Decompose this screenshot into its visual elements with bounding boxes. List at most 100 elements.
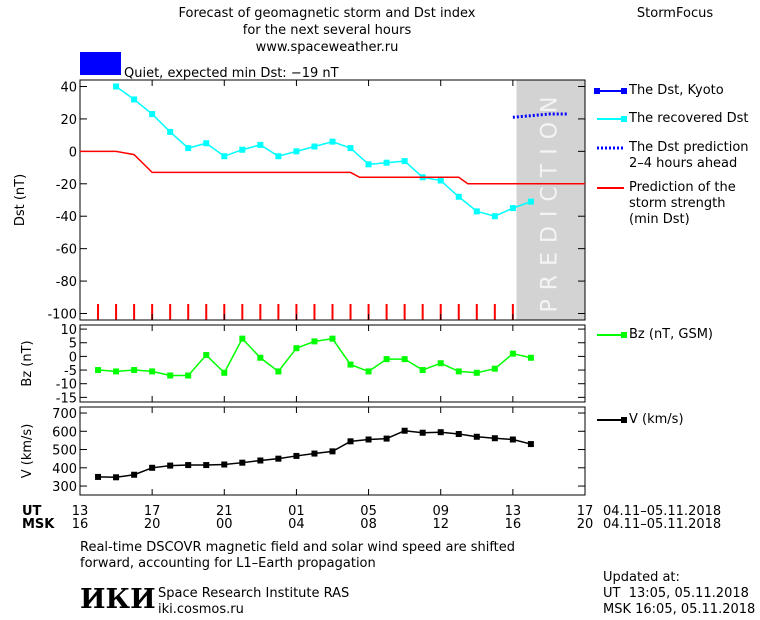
point xyxy=(437,177,444,184)
y-tick-label: -5 xyxy=(64,364,77,379)
x2-axis-label: MSK xyxy=(22,517,55,532)
point xyxy=(509,436,516,443)
prediction-label: PREDICTION xyxy=(538,88,563,313)
y-tick-label: -10 xyxy=(56,378,77,393)
x2-tick-label: 16 xyxy=(72,517,89,532)
point xyxy=(167,462,174,469)
point xyxy=(257,354,264,361)
point xyxy=(383,435,390,442)
y-tick-label: -80 xyxy=(56,275,77,290)
point xyxy=(167,128,174,135)
point xyxy=(203,352,210,359)
legend-label: Bz (nT, GSM) xyxy=(629,327,714,342)
point xyxy=(149,464,156,471)
point xyxy=(401,356,408,363)
y-tick-label: -40 xyxy=(56,210,77,225)
y-tick-label: 40 xyxy=(60,80,77,95)
point xyxy=(347,361,354,368)
legend-label: Prediction of the storm strength (min Ds… xyxy=(629,180,736,227)
point xyxy=(239,459,246,466)
x-tick-label: 13 xyxy=(72,504,89,519)
y-tick-label: 5 xyxy=(69,337,77,352)
point xyxy=(149,111,156,118)
point xyxy=(419,367,426,374)
point xyxy=(257,141,264,148)
y-tick-label: 0 xyxy=(69,145,77,160)
series-line xyxy=(115,85,532,218)
point xyxy=(473,433,480,440)
point xyxy=(311,338,318,345)
y-tick-label: 300 xyxy=(52,480,77,495)
legend-label: V (km/s) xyxy=(629,412,684,427)
y-tick-label: -60 xyxy=(56,243,77,258)
status-label: Quiet, expected min Dst: −19 nT xyxy=(124,66,339,81)
point xyxy=(509,205,516,212)
point xyxy=(329,448,336,455)
updated-line: UT 13:05, 05.11.2018 xyxy=(603,586,749,601)
point xyxy=(491,365,498,372)
point xyxy=(437,429,444,436)
x2-tick-label: 20 xyxy=(577,517,594,532)
point xyxy=(347,438,354,445)
point xyxy=(293,345,300,352)
x-tick-label: 05 xyxy=(360,504,377,519)
point xyxy=(347,145,354,152)
point xyxy=(311,450,318,457)
legend-marker xyxy=(621,88,627,94)
point xyxy=(455,368,462,375)
point xyxy=(527,441,534,448)
x2-range-label: 04.11–05.11.2018 xyxy=(603,517,721,532)
y-tick-label: 400 xyxy=(52,462,77,477)
legend-label: The Dst, Kyoto xyxy=(629,83,724,98)
institute-url: iki.cosmos.ru xyxy=(158,602,244,617)
point xyxy=(401,427,408,434)
x2-tick-label: 08 xyxy=(360,517,377,532)
y-tick-label: -100 xyxy=(47,308,77,323)
y-tick-label: 700 xyxy=(52,407,77,422)
point xyxy=(437,360,444,367)
point xyxy=(293,148,300,155)
series-line xyxy=(512,112,567,119)
prediction-region xyxy=(516,80,585,320)
x2-tick-label: 16 xyxy=(505,517,522,532)
y-axis-label: Dst (nT) xyxy=(13,174,28,226)
point xyxy=(131,96,138,103)
point xyxy=(491,213,498,220)
point xyxy=(221,369,228,376)
series-line xyxy=(80,150,585,185)
point xyxy=(527,354,534,361)
point xyxy=(221,461,228,468)
point xyxy=(329,138,336,145)
point xyxy=(221,153,228,160)
point xyxy=(185,462,192,469)
point xyxy=(203,140,210,147)
x2-tick-label: 00 xyxy=(216,517,233,532)
panel-frame xyxy=(79,406,586,496)
point xyxy=(113,474,120,481)
legend-marker xyxy=(621,116,627,122)
point xyxy=(473,208,480,215)
point xyxy=(239,335,246,342)
updated-label: Updated at: xyxy=(603,570,680,585)
point xyxy=(275,153,282,160)
x-axis-label: UT xyxy=(22,504,42,519)
point xyxy=(275,455,282,462)
institute-name: Space Research Institute RAS xyxy=(158,586,349,601)
point xyxy=(203,462,210,469)
legend-marker xyxy=(594,88,600,94)
point xyxy=(509,350,516,357)
x2-tick-label: 20 xyxy=(144,517,161,532)
point xyxy=(365,436,372,443)
logo: ИКИ xyxy=(80,584,156,615)
point xyxy=(455,431,462,438)
point xyxy=(365,161,372,168)
title-line: for the next several hours xyxy=(243,23,412,38)
x-tick-label: 17 xyxy=(577,504,594,519)
updated-line: MSK 16:05, 05.11.2018 xyxy=(603,602,755,617)
point xyxy=(131,471,138,478)
y-tick-label: -15 xyxy=(56,391,77,406)
point xyxy=(113,368,120,375)
x-tick-label: 21 xyxy=(216,504,233,519)
y-tick-label: 10 xyxy=(60,323,77,338)
